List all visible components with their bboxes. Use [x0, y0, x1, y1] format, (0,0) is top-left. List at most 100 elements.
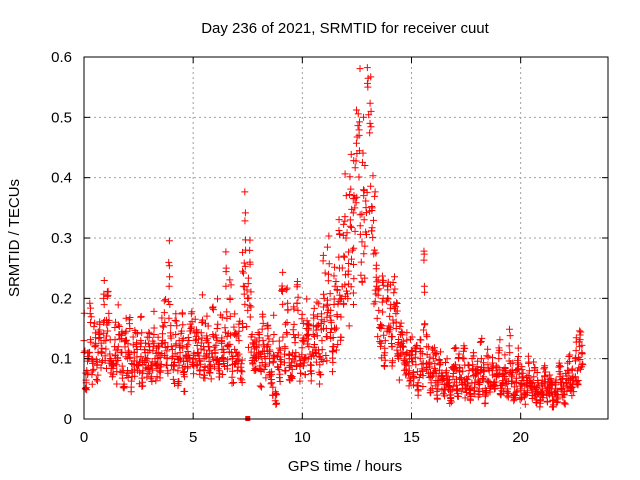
data-point: [506, 349, 514, 357]
data-point: [137, 343, 145, 351]
data-point: [578, 350, 586, 358]
data-point: [203, 312, 211, 320]
data-point: [209, 303, 217, 311]
data-point: [299, 319, 307, 327]
data-point: [351, 204, 359, 212]
data-point: [385, 322, 393, 330]
data-point: [368, 202, 376, 210]
data-point: [178, 309, 186, 317]
data-point: [331, 326, 339, 334]
data-point: [391, 273, 399, 281]
data-point: [103, 288, 111, 296]
data-point: [514, 344, 522, 352]
data-point: [180, 368, 188, 376]
data-point: [91, 343, 99, 351]
data-point: [421, 321, 429, 329]
data-point: [338, 264, 346, 272]
data-point: [286, 351, 294, 359]
data-point: [359, 149, 367, 157]
data-point: [566, 351, 574, 359]
data-point: [214, 365, 222, 373]
data-point: [503, 389, 511, 397]
data-point: [246, 260, 254, 268]
data-point: [572, 347, 580, 355]
data-point: [290, 303, 298, 311]
data-point: [226, 276, 234, 284]
data-point: [576, 327, 584, 335]
data-point: [449, 382, 457, 390]
data-point: [355, 173, 363, 181]
data-point: [165, 258, 173, 266]
data-point: [259, 313, 267, 321]
data-point: [89, 359, 97, 367]
x-tick-label: 15: [403, 429, 420, 446]
data-point: [158, 314, 166, 322]
data-point: [470, 352, 478, 360]
data-point: [247, 288, 255, 296]
data-point: [291, 339, 299, 347]
data-point: [165, 314, 173, 322]
data-point: [357, 258, 365, 266]
data-point: [460, 355, 468, 363]
data-point: [240, 259, 248, 267]
data-point: [322, 352, 330, 360]
data-point: [131, 365, 139, 373]
data-point: [111, 323, 119, 331]
y-tick-label: 0.3: [51, 230, 72, 247]
data-point: [318, 337, 326, 345]
data-point: [551, 381, 559, 389]
data-point: [235, 327, 243, 335]
data-point: [326, 329, 334, 337]
data-point: [347, 283, 355, 291]
data-point: [102, 337, 110, 345]
data-point: [164, 367, 172, 375]
data-point: [540, 365, 548, 373]
data-point: [310, 304, 318, 312]
data-point: [499, 377, 507, 385]
data-point: [393, 299, 401, 307]
data-point: [298, 344, 306, 352]
data-point: [413, 342, 421, 350]
data-point: [204, 322, 212, 330]
data-point: [145, 340, 153, 348]
data-point: [86, 310, 94, 318]
data-point: [403, 329, 411, 337]
data-point: [313, 298, 321, 306]
data-point: [406, 377, 414, 385]
data-point: [341, 213, 349, 221]
data-point: [300, 336, 308, 344]
data-point: [288, 365, 296, 373]
data-point: [191, 337, 199, 345]
data-point: [427, 374, 435, 382]
data-point: [104, 327, 112, 335]
data-point: [238, 356, 246, 364]
data-point: [417, 336, 425, 344]
data-point: [109, 370, 117, 378]
data-point: [111, 336, 119, 344]
data-point: [325, 270, 333, 278]
data-point: [514, 353, 522, 360]
data-point: [371, 192, 379, 200]
data-point: [477, 337, 485, 345]
data-point: [361, 242, 369, 250]
data-point: [166, 273, 174, 281]
data-point: [114, 343, 122, 351]
data-point: [271, 397, 279, 405]
data-point: [234, 332, 242, 340]
data-point: [281, 344, 289, 352]
data-point: [552, 376, 560, 384]
y-tick-label: 0.1: [51, 351, 72, 368]
data-point: [190, 349, 198, 357]
data-point: [426, 363, 434, 371]
data-point: [241, 209, 249, 217]
data-point: [419, 372, 427, 380]
data-point: [160, 297, 168, 305]
data-point: [431, 364, 439, 372]
data-point: [553, 387, 561, 395]
data-point: [158, 339, 166, 347]
data-point: [354, 110, 362, 118]
data-point: [369, 172, 377, 180]
data-point: [416, 345, 424, 353]
data-point: [348, 205, 356, 213]
data-point: [465, 362, 473, 370]
